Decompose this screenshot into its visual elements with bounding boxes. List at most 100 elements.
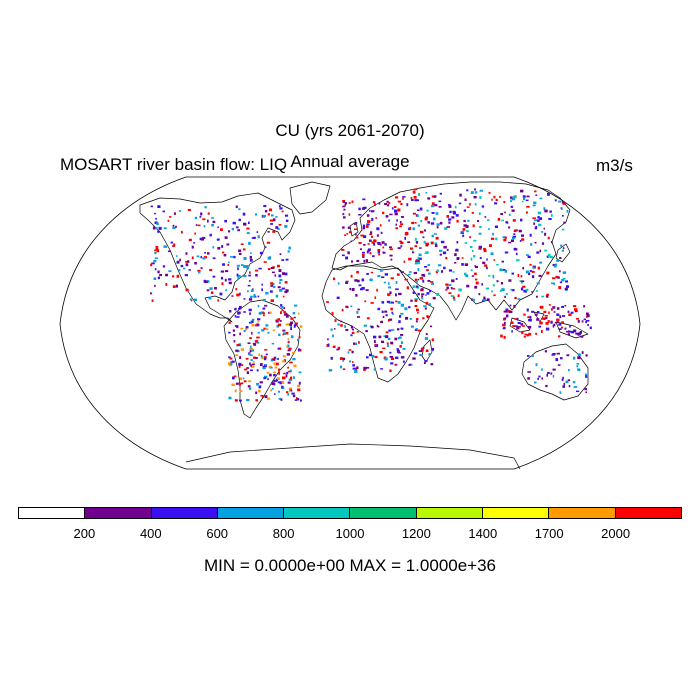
flow-point bbox=[270, 267, 275, 269]
flow-point bbox=[450, 287, 453, 290]
flow-point bbox=[559, 391, 562, 394]
flow-point bbox=[438, 206, 442, 208]
flow-point bbox=[296, 397, 298, 400]
flow-point bbox=[532, 204, 536, 207]
flow-point bbox=[421, 273, 425, 277]
flow-point bbox=[525, 288, 529, 292]
flow-point bbox=[248, 221, 250, 224]
flow-point bbox=[243, 311, 246, 313]
flow-point bbox=[367, 243, 370, 245]
flow-point bbox=[455, 278, 458, 280]
flow-point bbox=[344, 202, 347, 205]
flow-point bbox=[277, 381, 280, 384]
flow-point bbox=[263, 356, 267, 359]
flow-point bbox=[271, 282, 274, 285]
flow-point bbox=[415, 241, 419, 244]
flow-point bbox=[589, 326, 592, 330]
flow-point bbox=[425, 251, 429, 254]
flow-point bbox=[257, 295, 260, 298]
flow-point bbox=[446, 226, 450, 228]
flow-point bbox=[512, 325, 515, 327]
flow-point bbox=[293, 316, 296, 319]
flow-point bbox=[278, 397, 282, 400]
flow-point bbox=[496, 263, 499, 266]
flow-point bbox=[172, 285, 176, 288]
flow-point bbox=[165, 283, 168, 286]
flow-point bbox=[278, 224, 282, 226]
flow-point bbox=[400, 303, 404, 307]
flow-point bbox=[274, 366, 278, 369]
flow-point bbox=[551, 282, 554, 285]
flow-point bbox=[367, 249, 370, 252]
flow-point bbox=[516, 326, 519, 330]
flow-point bbox=[248, 298, 253, 301]
flow-point bbox=[513, 304, 516, 308]
flow-point bbox=[224, 219, 227, 223]
flow-point bbox=[541, 242, 545, 245]
flow-point bbox=[506, 222, 509, 224]
flow-point bbox=[522, 325, 525, 327]
flow-point bbox=[552, 277, 556, 280]
flow-point bbox=[229, 310, 232, 313]
flow-point bbox=[394, 209, 398, 213]
flow-point bbox=[225, 270, 229, 273]
flow-point bbox=[410, 247, 414, 250]
flow-point bbox=[162, 210, 165, 213]
flow-point bbox=[180, 264, 184, 268]
flow-point bbox=[509, 304, 512, 307]
flow-point bbox=[552, 375, 555, 378]
flow-point bbox=[262, 214, 266, 218]
flow-point bbox=[279, 278, 283, 282]
flow-point bbox=[378, 253, 381, 256]
flow-point bbox=[356, 331, 359, 333]
flow-point bbox=[397, 200, 402, 203]
flow-point bbox=[232, 329, 235, 332]
flow-point bbox=[439, 253, 442, 256]
flow-point bbox=[260, 394, 264, 397]
flow-point bbox=[151, 299, 154, 302]
flow-point bbox=[202, 218, 206, 221]
flow-point bbox=[348, 231, 352, 234]
flow-point bbox=[228, 230, 231, 233]
flow-point bbox=[526, 355, 530, 357]
flow-point bbox=[246, 367, 249, 369]
flow-point bbox=[238, 218, 241, 222]
flow-point bbox=[546, 271, 550, 275]
flow-point bbox=[173, 243, 176, 246]
flow-point bbox=[351, 288, 355, 291]
flow-point bbox=[415, 280, 418, 283]
flow-point bbox=[350, 240, 353, 243]
flow-point bbox=[404, 278, 408, 281]
flow-point bbox=[336, 348, 339, 351]
flow-point bbox=[425, 349, 429, 352]
flow-point bbox=[204, 252, 206, 254]
flow-point bbox=[436, 269, 439, 273]
flow-point bbox=[386, 200, 389, 203]
flow-point bbox=[409, 318, 412, 320]
flow-point bbox=[265, 328, 269, 331]
flow-point bbox=[527, 316, 531, 319]
flow-point bbox=[356, 310, 359, 314]
colorbar-segment bbox=[350, 507, 417, 519]
flow-point bbox=[431, 348, 435, 351]
flow-point bbox=[371, 354, 375, 358]
flow-point bbox=[567, 333, 570, 335]
flow-point bbox=[183, 267, 186, 270]
flow-point bbox=[257, 320, 260, 323]
flow-point bbox=[470, 191, 474, 194]
flow-point bbox=[563, 221, 566, 224]
flow-point bbox=[268, 365, 272, 368]
flow-point bbox=[420, 349, 424, 351]
flow-point bbox=[558, 335, 561, 338]
flow-point bbox=[528, 319, 532, 322]
flow-point bbox=[285, 374, 288, 378]
flow-point bbox=[238, 365, 241, 368]
flow-point bbox=[512, 219, 516, 222]
flow-point bbox=[499, 289, 502, 292]
flow-point bbox=[426, 292, 430, 295]
flow-point bbox=[246, 266, 250, 270]
flow-point bbox=[271, 214, 274, 217]
flow-point bbox=[535, 332, 538, 335]
flow-point bbox=[531, 275, 535, 279]
flow-point bbox=[228, 278, 232, 281]
